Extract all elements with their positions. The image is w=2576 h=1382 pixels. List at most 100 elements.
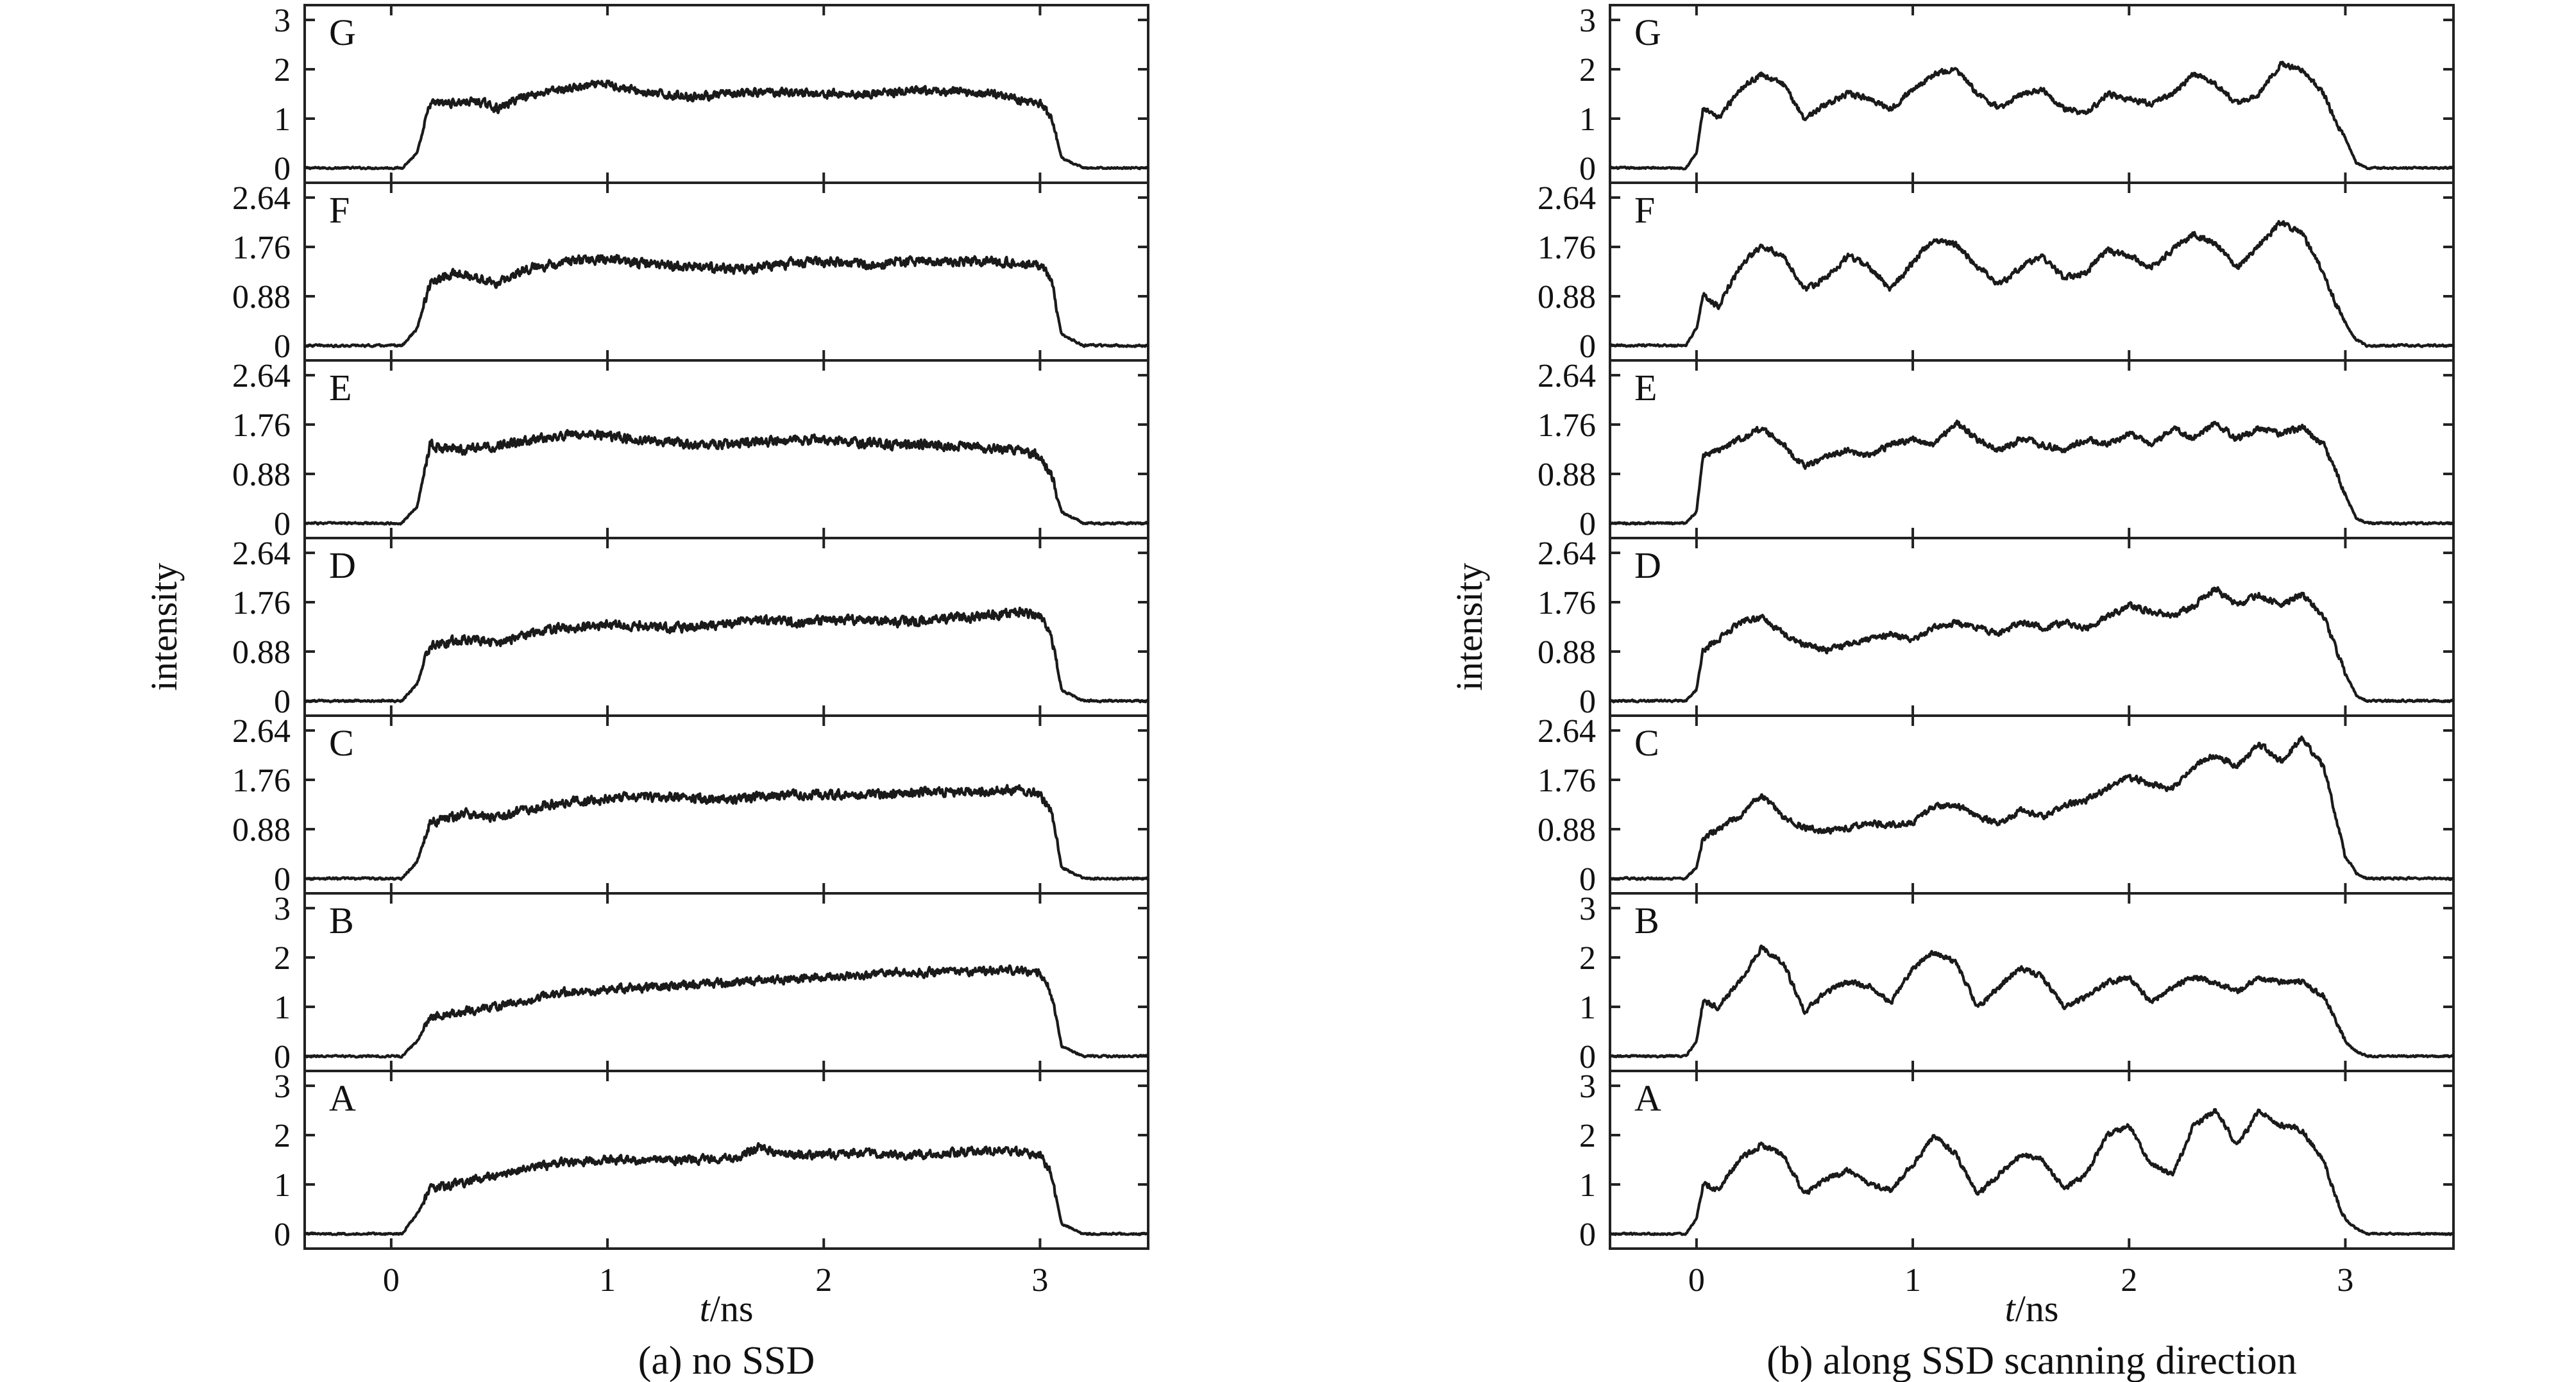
subplot-label: D [329,544,356,586]
subplot-A: 0 1 2 3 A [274,1068,1149,1253]
y-tick-label: 2 [274,1118,291,1154]
x-axis-label-unit: /ns [2015,1288,2059,1329]
panel-caption: (b) along SSD scanning direction [1767,1339,2297,1382]
y-tick-label: 0 [1579,1217,1596,1253]
subplot-frame [1609,714,2455,895]
y-tick-label: 1 [1579,990,1596,1026]
subplot-C: 0 0.88 1.76 2.64 C [232,713,1149,898]
subplot-label: G [329,12,356,53]
y-tick-label: 1.76 [232,763,291,799]
y-tick-label: 3 [274,3,291,39]
y-tick-label: 0 [1579,861,1596,898]
subplot-label: B [329,900,354,941]
x-tick-label: 0 [383,1262,400,1299]
x-tick-label: 2 [2121,1262,2137,1299]
y-tick-label: 0.88 [1538,634,1596,671]
subplot-label: C [329,722,354,764]
subplot-label: D [1634,544,1661,586]
subplot-label: A [1634,1077,1661,1119]
y-tick-label: 2 [1579,52,1596,88]
y-tick-label: 0.88 [232,279,291,316]
x-tick-label: 3 [2337,1262,2353,1299]
y-tick-label: 0 [1579,684,1596,720]
x-axis-label-var: t [2005,1288,2017,1329]
y-tick-label: 2.64 [232,535,291,572]
subplot-label: E [329,367,352,409]
y-tick-label: 2.64 [1538,358,1596,394]
subplot-label: E [1634,367,1657,409]
panel-caption: (a) no SSD [638,1339,815,1382]
y-tick-label: 0 [274,1217,291,1253]
y-tick-label: 3 [274,891,291,927]
intensity-trace [1609,735,2455,881]
y-tick-label: 1.76 [1538,585,1596,621]
intensity-trace [303,253,1149,348]
y-tick-label: 2.64 [1538,180,1596,217]
y-tick-label: 2 [274,940,291,977]
y-tick-label: 0 [1579,151,1596,187]
intensity-trace [1609,1108,2455,1236]
y-tick-label: 0 [274,151,291,187]
x-axis-label-var: t [700,1288,711,1329]
subplot-label: A [329,1077,356,1119]
x-tick-label: 3 [1031,1262,1048,1299]
y-tick-label: 1 [1579,101,1596,138]
y-tick-label: 0.88 [232,457,291,493]
y-tick-label: 3 [1579,1068,1596,1105]
subplot-label: F [329,189,350,231]
y-tick-label: 1 [274,101,291,138]
y-tick-label: 1 [274,990,291,1026]
subplot-label: F [1634,189,1655,231]
y-tick-label: 3 [1579,3,1596,39]
y-tick-label: 0 [1579,1039,1596,1075]
x-axis-label-unit: /ns [710,1288,754,1329]
subplot-D: 0 0.88 1.76 2.64 D [1538,535,2455,720]
subplot-D: 0 0.88 1.76 2.64 D [232,535,1149,720]
subplot-F: 0 0.88 1.76 2.64 F [1538,180,2455,365]
intensity-trace [303,606,1149,704]
intensity-trace [1609,944,2455,1059]
y-tick-label: 0.88 [1538,812,1596,848]
intensity-trace [303,428,1149,526]
y-tick-label: 1 [1579,1167,1596,1204]
y-tick-label: 1.76 [232,230,291,266]
y-tick-label: 0.88 [1538,279,1596,316]
subplot-A: 0 1 2 3 A [1579,1068,2455,1253]
subplot-F: 0 0.88 1.76 2.64 F [232,180,1149,365]
subplot-frame [303,714,1149,895]
y-tick-label: 0.88 [232,634,291,671]
y-tick-label: 1.76 [232,585,291,621]
y-tick-label: 2.64 [232,713,291,750]
y-tick-label: 0 [274,328,291,365]
intensity-trace [1609,419,2455,526]
y-tick-label: 1 [274,1167,291,1204]
subplot-label: C [1634,722,1659,764]
y-tick-label: 2 [1579,1118,1596,1154]
y-tick-label: 0.88 [232,812,291,848]
y-axis-label: intensity [143,563,185,691]
x-tick-label: 2 [815,1262,832,1299]
y-tick-label: 1.76 [1538,763,1596,799]
y-tick-label: 2.64 [232,358,291,394]
y-tick-label: 2 [1579,940,1596,977]
x-tick-label: 1 [1904,1262,1921,1299]
intensity-trace [1609,60,2455,171]
subplot-C: 0 0.88 1.76 2.64 C [1538,713,2455,898]
intensity-trace [303,1142,1149,1236]
subplot-frame [1609,1070,2455,1250]
y-tick-label: 0 [274,1039,291,1075]
subplot-label: B [1634,900,1659,941]
y-tick-label: 0.88 [1538,457,1596,493]
y-tick-label: 1.76 [232,407,291,444]
y-tick-label: 0 [274,684,291,720]
x-axis-label: t/ns [700,1288,754,1329]
intensity-trace [1609,586,2455,704]
subplot-B: 0 1 2 3 B [1579,891,2455,1075]
subplot-label: G [1634,12,1661,53]
y-tick-label: 2.64 [1538,535,1596,572]
y-tick-label: 2 [274,52,291,88]
x-tick-label: 0 [1688,1262,1705,1299]
subplot-E: 0 0.88 1.76 2.64 E [232,358,1149,543]
subplot-B: 0 1 2 3 B [274,891,1149,1075]
